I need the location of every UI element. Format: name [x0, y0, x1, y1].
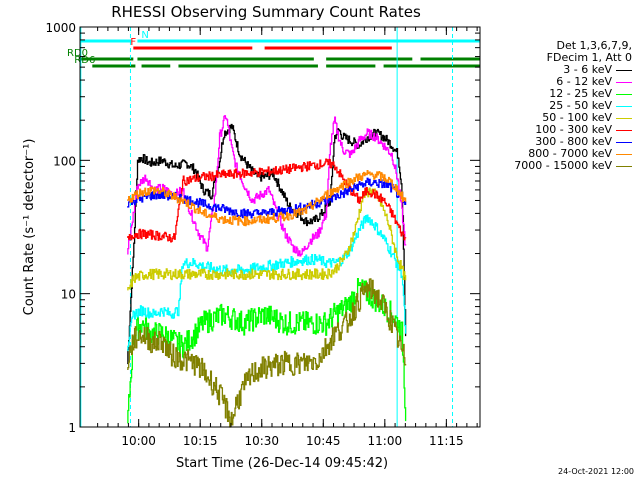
- legend-entry: 300 - 800 keV: [482, 136, 632, 148]
- legend-entry: 100 - 300 keV: [482, 124, 632, 136]
- series-line: [127, 187, 407, 291]
- y-axis-label: Count Rate (s⁻¹ detector⁻¹): [22, 139, 37, 316]
- x-tick-label: 10:30: [244, 434, 279, 448]
- series-line: [127, 177, 407, 219]
- series-line: [127, 278, 407, 428]
- legend-swatch: [616, 117, 632, 119]
- legend-swatch: [616, 81, 632, 83]
- x-tick-label: 10:45: [306, 434, 341, 448]
- legend-swatch: [616, 105, 632, 107]
- y-tick-label: 100: [53, 154, 76, 168]
- legend-entry-label: 100 - 300 keV: [535, 123, 612, 136]
- legend-entry-label: 800 - 7000 keV: [528, 147, 612, 160]
- x-tick-label: 10:15: [183, 434, 218, 448]
- legend-entry-label: 50 - 100 keV: [542, 111, 612, 124]
- series-lines: [127, 115, 407, 428]
- plot-frame: [79, 26, 481, 428]
- x-tick-label: 11:00: [368, 434, 403, 448]
- y-tick-label: 10: [61, 288, 76, 302]
- flag-label-rd0: RD0: [67, 48, 88, 59]
- legend-swatch: [616, 141, 632, 143]
- legend-entry: 6 - 12 keV: [482, 76, 632, 88]
- legend-header-line-1: Det 1,3,6,7,9,: [556, 39, 632, 52]
- flag-label-rd6: RD6: [74, 55, 95, 66]
- generated-timestamp: 24-Oct-2021 12:00: [558, 467, 634, 476]
- legend-entry-label: 3 - 6 keV: [563, 63, 612, 76]
- series-line: [127, 214, 407, 352]
- legend-entry: 25 - 50 keV: [482, 100, 632, 112]
- legend-entry: 12 - 25 keV: [482, 88, 632, 100]
- chart-title: RHESSI Observing Summary Count Rates: [111, 3, 421, 21]
- legend-swatch: [616, 153, 632, 155]
- legend-swatch: [616, 93, 632, 95]
- series-line: [127, 123, 407, 365]
- series-line: [127, 277, 407, 424]
- legend-header-line-2: FDecim 1, Att 0: [546, 51, 632, 64]
- flag-label-f: F: [130, 37, 136, 48]
- legend-swatch: [616, 129, 632, 131]
- legend-swatch: [616, 165, 632, 167]
- x-tick-label: 11:15: [429, 434, 464, 448]
- time-markers: [80, 27, 454, 427]
- legend-entry: 50 - 100 keV: [482, 112, 632, 124]
- legend-entry-label: 25 - 50 keV: [549, 99, 612, 112]
- y-tick-label: 1: [68, 421, 76, 435]
- series-line: [127, 170, 407, 227]
- series-line: [127, 158, 407, 243]
- legend-entry-label: 6 - 12 keV: [556, 75, 612, 88]
- legend-entry-label: 12 - 25 keV: [549, 87, 612, 100]
- legend-entry-label: 7000 - 15000 keV: [514, 159, 612, 172]
- x-tick-label: 10:00: [121, 434, 156, 448]
- legend-entry-label: 300 - 800 keV: [535, 135, 612, 148]
- x-axis-label: Start Time (26-Dec-14 09:45:42): [176, 456, 388, 471]
- legend: Det 1,3,6,7,9, FDecim 1, Att 0 3 - 6 keV…: [482, 40, 632, 172]
- y-tick-label: 1000: [45, 21, 76, 35]
- y-axis: 1 10 100 1000: [45, 21, 480, 435]
- legend-entries: 3 - 6 keV 6 - 12 keV 12 - 25 keV 25 - 50 ke…: [482, 64, 632, 172]
- legend-entry: 7000 - 15000 keV: [482, 160, 632, 172]
- x-axis: 10:00 10:15 10:30 10:45 11:00 11:15: [97, 27, 478, 448]
- flag-label-n: N: [141, 30, 148, 41]
- legend-swatch: [616, 69, 632, 71]
- legend-entry: 800 - 7000 keV: [482, 148, 632, 160]
- legend-entry: 3 - 6 keV: [482, 64, 632, 76]
